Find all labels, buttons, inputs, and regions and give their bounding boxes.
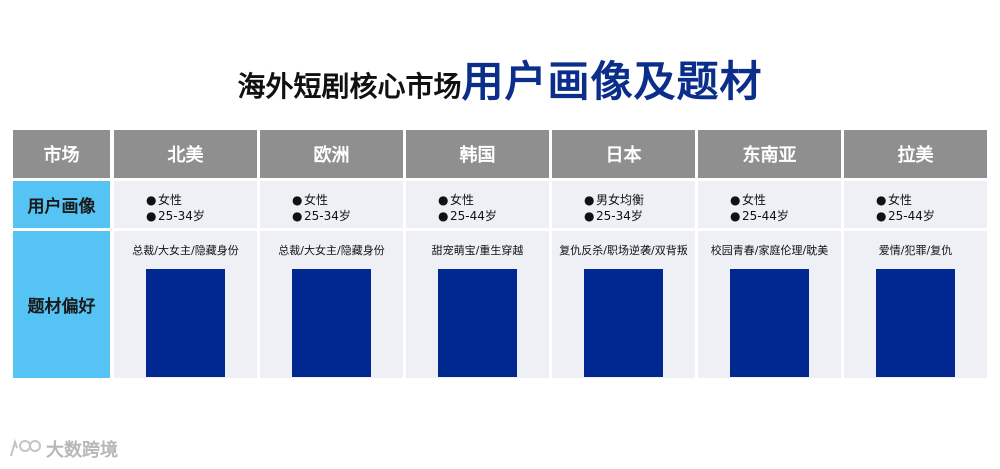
profile-cell: ● 男女均衡 ● 25-34岁 [552,181,695,228]
topic-image-placeholder [584,269,663,377]
topic-text: 总裁/大女主/隐藏身份 [278,244,385,257]
profile-cell: ● 女性 ● 25-34岁 [260,181,403,228]
profile-bullet: ● 女性 [730,192,841,208]
profile-text: 男女均衡 [596,193,645,207]
row-label-topics: 题材偏好 [13,231,110,378]
title-prefix: 海外短剧核心市场 [237,70,462,103]
profile-text: 女性 [450,193,475,207]
topic-text: 甜宠萌宝/重生穿越 [431,244,524,257]
profile-text: 25-44岁 [450,209,497,223]
bullet-dot: ● [146,209,157,223]
bullet-dot: ● [438,209,449,223]
topic-text: 爱情/犯罪/复仇 [878,244,953,257]
watermark-text: 大数跨境 [46,440,118,461]
watermark: 大数跨境 [8,436,118,462]
profile-bullet: ● 女性 [292,192,403,208]
market-header: 欧洲 [260,130,403,178]
topic-image-placeholder [876,269,955,377]
profile-text: 女性 [158,193,183,207]
profile-cell: ● 女性 ● 25-44岁 [844,181,987,228]
bullet-dot: ● [584,193,595,207]
topic-cell: 爱情/犯罪/复仇 [844,231,987,378]
profile-bullet: ● 25-34岁 [292,208,403,224]
profile-text: 25-34岁 [304,209,351,223]
market-header: 韩国 [406,130,549,178]
corner-header: 市场 [13,130,110,178]
bullet-dot: ● [730,209,741,223]
profile-bullet: ● 女性 [876,192,987,208]
topic-cell: 校园青春/家庭伦理/耽美 [698,231,841,378]
topic-cell: 总裁/大女主/隐藏身份 [260,231,403,378]
title-highlight: 用户画像及题材 [461,57,763,106]
profile-bullet: ● 25-44岁 [876,208,987,224]
topic-image-placeholder [730,269,809,377]
profile-bullet: ● 25-34岁 [146,208,257,224]
topic-cell: 甜宠萌宝/重生穿越 [406,231,549,378]
topic-cell: 总裁/大女主/隐藏身份 [114,231,257,378]
topic-cell: 复仇反杀/职场逆袭/双背叛 [552,231,695,378]
profile-bullet: ● 男女均衡 [584,192,695,208]
topic-text: 校园青春/家庭伦理/耽美 [710,244,829,257]
market-header: 北美 [114,130,257,178]
profile-text: 25-44岁 [888,209,935,223]
market-header: 拉美 [844,130,987,178]
logo-icon [10,438,41,457]
bullet-dot: ● [876,193,887,207]
bullet-dot: ● [146,193,157,207]
profile-bullet: ● 25-34岁 [584,208,695,224]
profile-cell: ● 女性 ● 25-34岁 [114,181,257,228]
bullet-dot: ● [438,193,449,207]
profile-cell: ● 女性 ● 25-44岁 [406,181,549,228]
market-header: 东南亚 [698,130,841,178]
topic-text: 总裁/大女主/隐藏身份 [132,244,239,257]
topic-text: 复仇反杀/职场逆袭/双背叛 [559,244,688,257]
profile-text: 25-34岁 [596,209,643,223]
page-title: 海外短剧核心市场 用户画像及题材 [0,48,1000,109]
market-header: 日本 [552,130,695,178]
bullet-dot: ● [730,193,741,207]
profile-bullet: ● 25-44岁 [730,208,841,224]
profile-bullet: ● 女性 [146,192,257,208]
bullet-dot: ● [292,193,303,207]
profile-cell: ● 女性 ● 25-44岁 [698,181,841,228]
topic-image-placeholder [146,269,225,377]
profile-bullet: ● 25-44岁 [438,208,549,224]
profile-text: 25-44岁 [742,209,789,223]
topic-image-placeholder [292,269,371,377]
row-label-profile: 用户画像 [13,181,110,228]
profile-text: 女性 [888,193,913,207]
bullet-dot: ● [292,209,303,223]
topic-image-placeholder [438,269,517,377]
profile-text: 25-34岁 [158,209,205,223]
bullet-dot: ● [584,209,595,223]
profile-bullet: ● 女性 [438,192,549,208]
profile-text: 女性 [742,193,767,207]
bullet-dot: ● [876,209,887,223]
profile-text: 女性 [304,193,329,207]
